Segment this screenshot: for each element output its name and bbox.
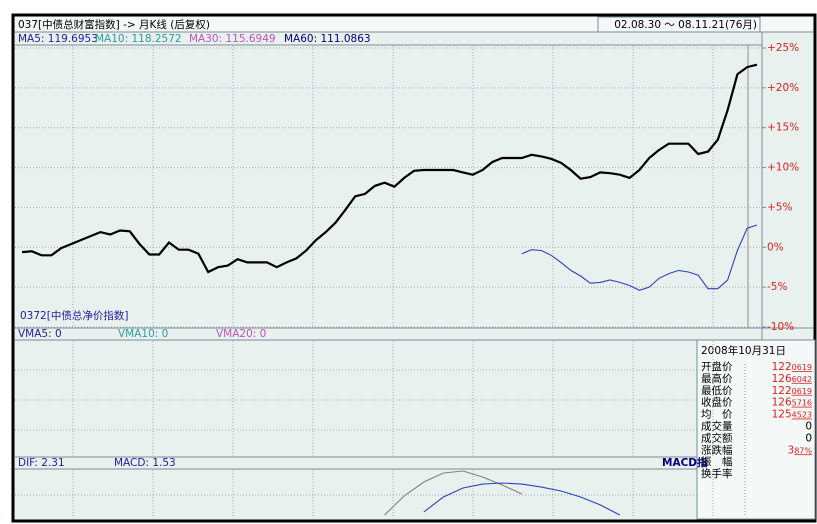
- info-value: 1220619: [772, 385, 812, 397]
- y-tick-label: 0%: [767, 241, 784, 253]
- y-tick-label: +5%: [767, 201, 792, 213]
- info-value: 0: [805, 432, 812, 444]
- panel-label: DIF: 2.31: [18, 457, 65, 469]
- series-line: [21, 63, 758, 274]
- y-tick-label: +25%: [767, 42, 799, 54]
- info-value: 0: [805, 421, 812, 433]
- ma-label: MA5: 119.6953: [18, 33, 98, 45]
- info-label: 均 价: [701, 409, 733, 421]
- annotation: 0372[中债总净价指数]: [20, 309, 128, 322]
- info-label: 最低价: [701, 384, 733, 397]
- series-line: [423, 482, 621, 516]
- info-label: 涨跌幅: [701, 443, 733, 456]
- frame: [11, 13, 817, 523]
- header-bar: [15, 17, 813, 32]
- value-int: 122: [772, 361, 792, 373]
- info-label: 开盘价: [701, 360, 733, 373]
- info-value: 1220619: [772, 361, 812, 373]
- value-int: 126: [772, 373, 792, 385]
- y-tick-label: +15%: [767, 122, 799, 134]
- y-tick-label: -5%: [767, 281, 787, 293]
- value-int: 3: [788, 444, 795, 456]
- panel-label: MACD: 1.53: [114, 457, 176, 469]
- value-dec: 5716: [792, 398, 812, 407]
- ma-label: MA60: 111.0863: [284, 33, 371, 45]
- vma-label: VMA20: 0: [216, 328, 266, 340]
- value-int: 126: [772, 397, 792, 409]
- value-dec: 0619: [792, 363, 812, 372]
- info-label: 成交量: [701, 420, 733, 433]
- info-date: 2008年10月31日: [701, 344, 786, 357]
- info-label: 成交额: [701, 431, 733, 444]
- info-value: 1265716: [772, 397, 812, 409]
- ma-label: MA10: 118.2572: [95, 33, 182, 45]
- date-range: 02.08.30 ～ 08.11.21(76月): [614, 19, 757, 31]
- panel-label: MACD指: [662, 456, 708, 469]
- info-label: 收盘价: [701, 396, 733, 409]
- info-value: 1266042: [772, 373, 812, 385]
- info-value: 387%: [788, 444, 813, 456]
- value-dec: 4523: [792, 410, 812, 419]
- info-panel: [696, 339, 816, 520]
- info-value: 1254523: [772, 409, 812, 421]
- ma-label: MA30: 115.6949: [189, 33, 276, 45]
- value-int: 122: [772, 385, 792, 397]
- series-line: [521, 224, 758, 291]
- value-dec: 6042: [792, 374, 812, 383]
- header-title: 037[中债总财富指数] -> 月K线 (后复权): [18, 18, 210, 31]
- vma-label: VMA10: 0: [118, 328, 168, 340]
- info-label: 换手率: [701, 467, 733, 480]
- y-tick-label: +20%: [767, 82, 799, 94]
- vma-label: VMA5: 0: [18, 328, 62, 340]
- y-tick-label: +10%: [767, 162, 799, 174]
- info-label: 振 幅: [701, 455, 733, 468]
- y-tick-label: -10%: [767, 321, 794, 333]
- value-dec: 87%: [794, 446, 812, 455]
- value-dec: 0619: [792, 386, 812, 395]
- info-label: 最高价: [701, 372, 733, 385]
- value-int: 125: [772, 409, 792, 421]
